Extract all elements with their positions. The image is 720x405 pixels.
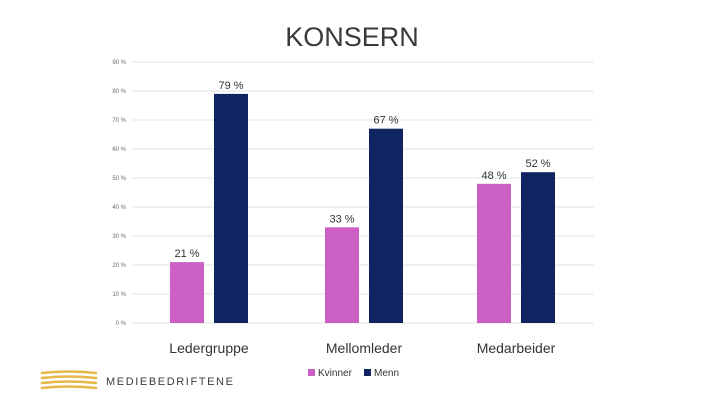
x-tick-label: Ledergruppe bbox=[169, 340, 249, 356]
striped-wave-logo-icon bbox=[40, 370, 98, 390]
bar-kvinner-ledergruppe bbox=[170, 262, 204, 323]
y-tick-label: 40 % bbox=[112, 205, 126, 211]
data-label: 48 % bbox=[481, 170, 506, 182]
data-label: 79 % bbox=[218, 80, 243, 92]
logo-stripe bbox=[40, 385, 98, 390]
bar-menn-ledergruppe bbox=[214, 93, 248, 324]
data-labels: 21 % 33 % 48 % 79 % 67 % 52 % bbox=[174, 80, 550, 260]
x-tick-label: Mellomleder bbox=[326, 340, 403, 356]
bar-menn-medarbeider bbox=[521, 172, 555, 323]
legend-label: Kvinner bbox=[318, 368, 353, 379]
legend-label: Menn bbox=[374, 368, 399, 379]
y-tick-label: 70 % bbox=[112, 118, 126, 124]
grid bbox=[132, 61, 594, 324]
brand-name: MEDIEBEDRIFTENE bbox=[106, 376, 235, 388]
y-tick-label: 20 % bbox=[112, 263, 126, 269]
data-label: 33 % bbox=[329, 213, 354, 225]
y-tick-label: 90 % bbox=[112, 60, 126, 66]
bar-menn-mellomleder bbox=[369, 128, 403, 323]
y-tick-label: 80 % bbox=[112, 89, 126, 95]
y-tick-label: 60 % bbox=[112, 147, 126, 153]
legend-item-kvinner: Kvinner bbox=[308, 368, 353, 379]
bar-kvinner-medarbeider bbox=[477, 183, 511, 323]
y-axis: 0 % 10 % 20 % 30 % 40 % 50 % 60 % 70 % 80 % 90 % bbox=[112, 60, 126, 327]
x-tick-label: Medarbeider bbox=[477, 340, 556, 356]
y-tick-label: 50 % bbox=[112, 176, 126, 182]
x-axis: Ledergruppe Mellomleder Medarbeider bbox=[169, 340, 555, 356]
legend-item-menn: Menn bbox=[364, 368, 399, 379]
data-label: 21 % bbox=[174, 248, 199, 260]
bars bbox=[170, 93, 555, 324]
data-label: 67 % bbox=[373, 115, 398, 127]
data-label: 52 % bbox=[525, 158, 550, 170]
logo-stripe bbox=[40, 370, 98, 375]
y-tick-label: 10 % bbox=[112, 292, 126, 298]
bar-kvinner-mellomleder bbox=[325, 227, 359, 323]
logo-stripe bbox=[40, 375, 98, 380]
logo-stripe bbox=[40, 380, 98, 385]
brand-logo: MEDIEBEDRIFTENE bbox=[40, 370, 235, 390]
legend-swatch bbox=[308, 369, 315, 376]
legend-swatch bbox=[364, 369, 371, 376]
chart-title: KONSERN bbox=[285, 22, 419, 52]
legend: Kvinner Menn bbox=[308, 368, 399, 379]
y-tick-label: 0 % bbox=[116, 321, 127, 327]
y-tick-label: 30 % bbox=[112, 234, 126, 240]
